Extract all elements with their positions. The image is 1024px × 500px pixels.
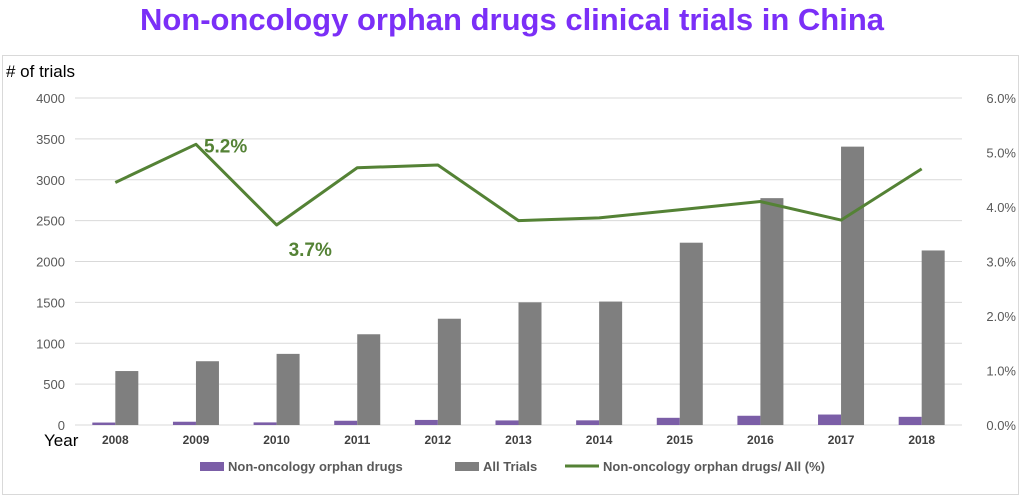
y2-tick-label: 2.0% [986, 309, 1016, 324]
y-tick-label: 1500 [36, 295, 65, 310]
orphan-drug-bar [92, 422, 116, 425]
ratio-line: 5.2% 3.7% [114, 136, 923, 261]
x-tick-label: 2018 [908, 433, 935, 447]
orphan-drug-bar [818, 414, 842, 425]
all-trials-bar [437, 318, 461, 425]
legend-label: Non-oncology orphan drugs [228, 459, 403, 474]
y-tick-label: 500 [43, 377, 65, 392]
chart-frame [2, 55, 1019, 495]
x-tick-label: 2016 [747, 433, 774, 447]
x-tick-label: 2014 [586, 433, 613, 447]
legend-swatch [455, 462, 479, 471]
orphan-drug-bar [253, 422, 277, 425]
orphan-drug-bar [172, 421, 196, 425]
y-tick-label: 2000 [36, 255, 65, 270]
orphan-drug-bar [414, 419, 438, 425]
legend-label: Non-oncology orphan drugs/ All (%) [603, 459, 825, 474]
y-tick-label: 0 [58, 418, 65, 433]
bars [92, 146, 945, 426]
all-trials-bar [599, 301, 623, 425]
x-tick-label: 2010 [263, 433, 290, 447]
all-trials-bar [115, 371, 139, 425]
y-tick-label: 1000 [36, 336, 65, 351]
all-trials-bar [760, 198, 784, 425]
y-tick-label: 4000 [36, 91, 65, 106]
y2-tick-label: 6.0% [986, 91, 1016, 106]
x-tick-label: 2008 [102, 433, 129, 447]
y2-tick-label: 4.0% [986, 200, 1016, 215]
ratio-series-line [114, 142, 923, 227]
y2-tick-label: 3.0% [986, 255, 1016, 270]
all-trials-bar [357, 334, 381, 425]
x-axis-title: Year [44, 431, 79, 450]
legend-label: All Trials [483, 459, 537, 474]
y-axis-title: # of trials [6, 62, 75, 81]
axes: 0 500 1000 1500 2000 2500 3000 3500 4000 0.0% 1.0%… [36, 91, 1016, 447]
all-trials-bar [841, 146, 865, 426]
x-tick-label: 2009 [183, 433, 210, 447]
x-tick-label: 2017 [828, 433, 855, 447]
y-tick-label: 3000 [36, 173, 65, 188]
legend: Non-oncology orphan drugs All Trials Non-o… [200, 459, 825, 474]
orphan-drug-bar [495, 420, 519, 425]
y2-tick-label: 5.0% [986, 146, 1016, 161]
x-tick-label: 2013 [505, 433, 532, 447]
all-trials-bar [276, 353, 300, 425]
y2-tick-label: 0.0% [986, 418, 1016, 433]
orphan-drug-bar [656, 417, 680, 425]
all-trials-bar [518, 302, 542, 425]
y-tick-label: 3500 [36, 132, 65, 147]
data-label: 3.7% [289, 240, 332, 261]
chart-title: Non-oncology orphan drugs clinical trial… [139, 2, 885, 37]
x-tick-label: 2011 [344, 433, 370, 447]
all-trials-bar [921, 250, 945, 425]
orphan-drug-bar [737, 415, 761, 425]
y-tick-label: 2500 [36, 214, 65, 229]
data-label: 5.2% [204, 136, 247, 157]
orphan-drug-bar [334, 420, 358, 425]
x-tick-label: 2012 [425, 433, 452, 447]
all-trials-bar [195, 361, 219, 425]
orphan-drug-bar [898, 416, 922, 425]
legend-swatch [200, 462, 224, 471]
x-tick-label: 2015 [666, 433, 693, 447]
y2-tick-label: 1.0% [986, 364, 1016, 379]
orphan-drug-bar [576, 420, 600, 425]
all-trials-bar [679, 242, 703, 425]
